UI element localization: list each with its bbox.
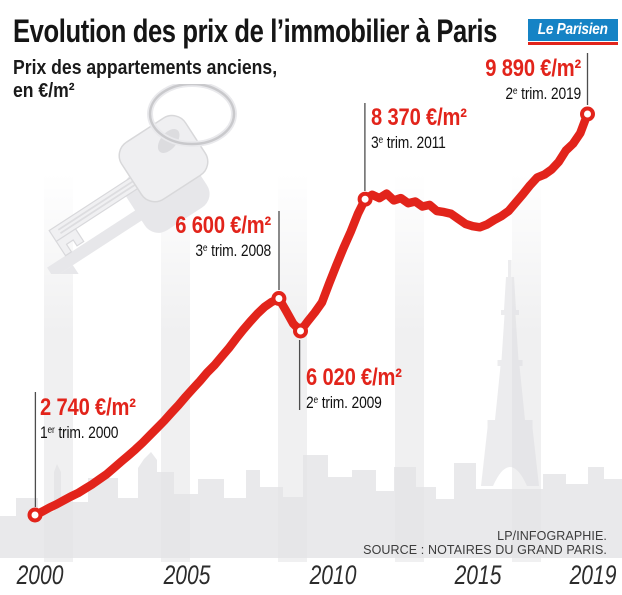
axis-label-2000: 2000 [16,560,64,590]
price-label-2011: 8 370 €/m² [371,104,467,131]
chart-subtitle-line1: Prix des appartements anciens, [13,57,278,79]
le-parisien-logo-text: Le Parisien [538,21,608,38]
page-title: Evolution des prix de l’immobilier à Par… [13,13,497,49]
axis-label-2019: 2019 [569,560,617,590]
axis-label-2015: 2015 [454,560,502,590]
background-stripes-fade [0,104,622,334]
chart-subtitle: Prix des appartements anciens, en €/m² [13,57,277,103]
price-label-2009: 6 020 €/m² [306,364,402,391]
chart-subtitle-line2: en €/m² [13,80,75,102]
price-label-2008: 6 600 €/m² [175,212,271,239]
period-label-2000: 1er trim. 2000 [40,424,119,442]
price-label-2019: 9 890 €/m² [485,55,581,82]
annotation-2000: 2 740 €/m² 1er trim. 2000 [40,394,136,443]
source-line: SOURCE : NOTAIRES DU GRAND PARIS. [363,543,607,557]
period-label-2011: 3e trim. 2011 [371,134,446,152]
annotation-2011: 8 370 €/m² 3e trim. 2011 [371,104,467,153]
price-label-2000: 2 740 €/m² [40,394,136,421]
annotation-2019: 9 890 €/m² 2e trim. 2019 [485,55,581,104]
annotation-2009: 6 020 €/m² 2e trim. 2009 [306,364,402,413]
axis-label-2005: 2005 [163,560,211,590]
period-label-2008: 3e trim. 2008 [195,242,271,260]
period-label-2009: 2e trim. 2009 [306,394,382,412]
axis-label-2010: 2010 [309,560,357,590]
period-label-2019: 2e trim. 2019 [505,85,581,103]
annotation-2008: 6 600 €/m² 3e trim. 2008 [175,212,271,261]
credit-line: LP/INFOGRAPHIE. [497,529,607,543]
le-parisien-logo: Le Parisien [528,19,618,41]
le-parisien-logo-underline [528,42,618,45]
